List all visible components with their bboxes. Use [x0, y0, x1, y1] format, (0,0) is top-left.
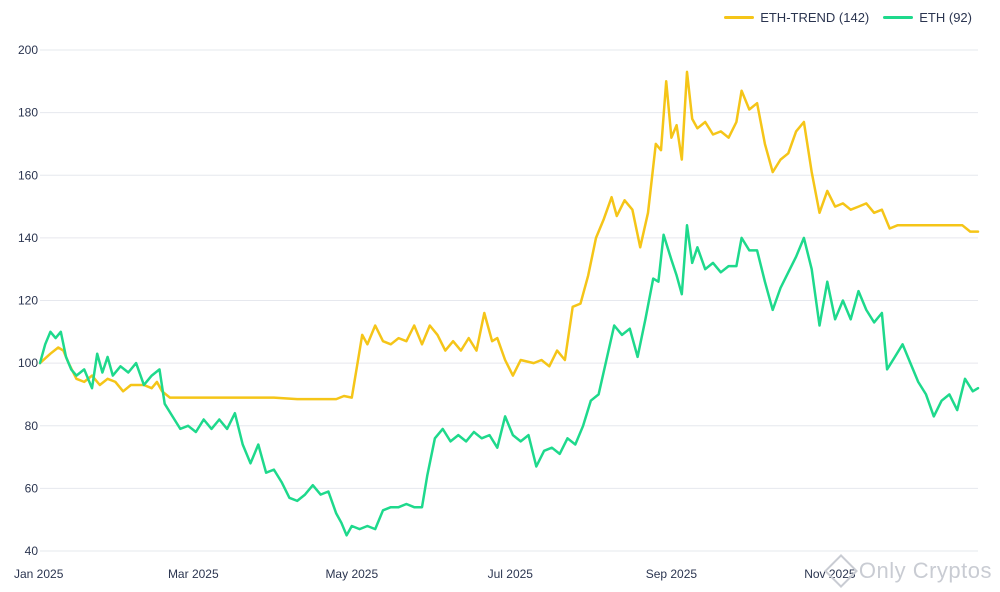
series-line-eth	[38, 224, 980, 537]
y-tick-label: 140	[18, 231, 38, 245]
legend-item-eth-trend[interactable]: ETH-TREND (142)	[724, 10, 869, 25]
x-tick-label: Mar 2025	[168, 567, 219, 581]
binance-logo-icon	[823, 554, 858, 588]
y-axis-tick-labels: 40 60 80 100 120 140 160 180 200	[18, 43, 38, 558]
legend-label-eth-trend: ETH-TREND (142)	[760, 10, 870, 25]
x-tick-label: Jul 2025	[488, 567, 534, 581]
y-tick-label: 160	[18, 168, 38, 182]
series-line-eth-trend	[38, 70, 980, 401]
y-tick-label: 180	[18, 106, 38, 120]
x-tick-label: May 2025	[325, 567, 378, 581]
y-tick-label: 200	[18, 43, 38, 57]
legend: ETH-TREND (142) ETH (92)	[724, 10, 972, 25]
x-tick-label: Jan 2025	[14, 567, 64, 581]
y-tick-label: 40	[25, 544, 39, 558]
watermark-text: Only Cryptos	[858, 558, 992, 583]
watermark: Only Cryptos	[823, 554, 992, 588]
series-lines	[38, 70, 980, 537]
legend-item-eth[interactable]: ETH (92)	[883, 10, 972, 25]
x-axis-tick-labels: Jan 2025 Mar 2025 May 2025 Jul 2025 Sep 2025…	[14, 567, 856, 581]
x-tick-label: Nov 2025	[804, 567, 856, 581]
grid-lines	[40, 49, 978, 552]
y-tick-label: 120	[18, 294, 38, 308]
y-tick-label: 80	[25, 419, 39, 433]
y-tick-label: 60	[25, 481, 39, 495]
y-tick-label: 100	[18, 356, 38, 370]
legend-swatch-eth	[883, 16, 914, 19]
legend-label-eth: ETH (92)	[919, 10, 972, 25]
legend-swatch-eth-trend	[724, 16, 755, 19]
x-tick-label: Sep 2025	[646, 567, 698, 581]
